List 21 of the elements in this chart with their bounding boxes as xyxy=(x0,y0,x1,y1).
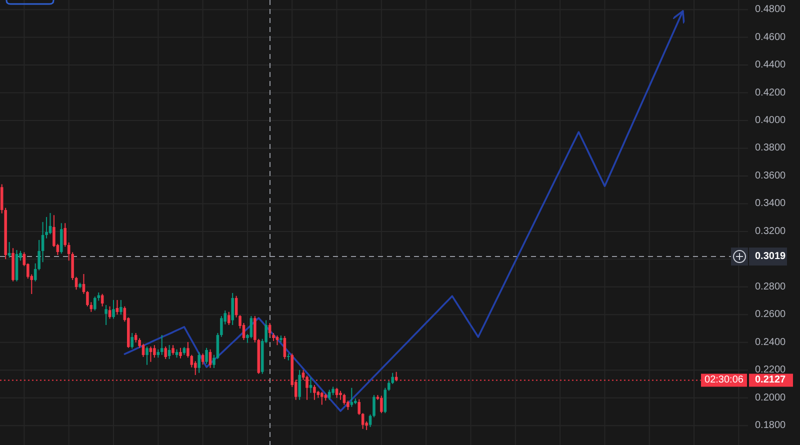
ref-line-label: 0.3019 xyxy=(755,251,786,262)
y-tick-label: 0.2200 xyxy=(755,364,786,376)
candlestick xyxy=(287,353,290,360)
y-tick-label: 0.3600 xyxy=(755,170,786,182)
y-tick-label: 0.1800 xyxy=(755,420,786,432)
y-tick-label: 0.3200 xyxy=(755,226,786,237)
candlestick xyxy=(160,335,164,355)
y-tick-label: 0.2400 xyxy=(755,336,786,348)
y-tick-label: 0.4400 xyxy=(755,60,786,71)
y-tick-label: 0.4600 xyxy=(755,32,786,43)
y-tick-label: 0.2600 xyxy=(755,309,786,320)
y-tick-label: 0.3400 xyxy=(755,198,786,210)
y-tick-label: 0.4200 xyxy=(755,87,786,98)
ref-line-label: 0.2127 xyxy=(755,374,786,386)
y-tick-label: 0.2000 xyxy=(755,392,786,404)
y-tick-label: 0.4000 xyxy=(755,115,786,126)
y-tick-label: 0.3800 xyxy=(755,142,786,154)
annotation: 02:30:06 xyxy=(704,374,744,386)
y-tick-label: 0.4800 xyxy=(755,4,786,16)
y-tick-label: 0.2800 xyxy=(755,281,786,292)
candlestick xyxy=(104,304,108,326)
